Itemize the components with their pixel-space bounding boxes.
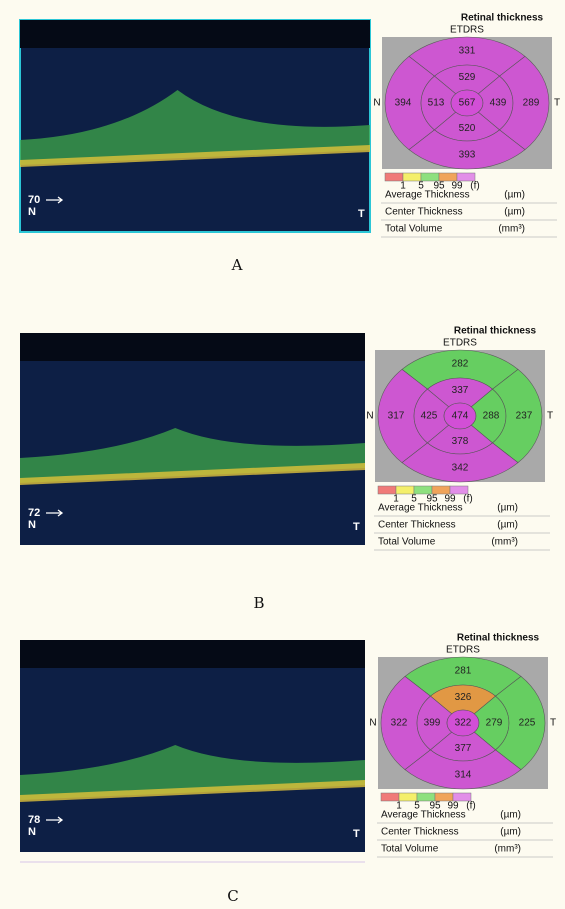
sector-thickness: 439 [490,98,507,109]
oct-top-band [20,333,365,361]
oct-frame-number: 72 [28,507,40,519]
oct-temporal-label: T [353,828,360,840]
metric-unit: (mm³) [498,224,525,235]
map-title: Retinal thickness [454,326,537,337]
oct-temporal-label: T [358,208,365,220]
sector-thickness: 377 [455,743,472,754]
metric-unit: (mm³) [494,844,521,855]
metric-label: Total Volume [378,537,436,548]
oct-nasal-label: N [28,826,36,838]
sector-thickness: 529 [459,72,476,83]
oct-scan [20,640,365,852]
oct-top-band [20,640,365,668]
oct-temporal-label: T [353,521,360,533]
sector-thickness: 474 [452,411,469,422]
map-nasal-label: N [366,411,373,422]
map-grid-name: ETDRS [450,25,484,36]
map-nasal-label: N [369,718,376,729]
sector-thickness: 322 [455,718,472,729]
map-grid-name: ETDRS [443,338,477,349]
oct-frame-number: 78 [28,814,40,826]
metric-label: Total Volume [385,224,443,235]
sector-thickness: 331 [459,46,476,57]
sector-thickness: 378 [452,436,469,447]
oct-frame-number: 70 [28,194,40,206]
sector-thickness: 425 [421,411,438,422]
metric-unit: (µm) [497,503,518,514]
metric-label: Average Thickness [378,503,463,514]
sector-thickness: 394 [395,98,412,109]
sector-thickness: 281 [455,666,472,677]
sector-thickness: 326 [455,692,472,703]
map-nasal-label: N [373,98,380,109]
sector-thickness: 342 [452,463,469,474]
map-grid-name: ETDRS [446,645,480,656]
sector-thickness: 225 [519,718,536,729]
panel-caption: B [253,594,264,612]
metric-label: Center Thickness [385,207,463,218]
metric-label: Average Thickness [385,190,470,201]
map-temporal-label: T [550,718,556,729]
oct-nasal-label: N [28,206,36,218]
sector-thickness: 237 [516,411,533,422]
legend-tick: (f) [463,494,472,505]
metric-label: Center Thickness [381,827,459,838]
map-temporal-label: T [554,98,560,109]
metric-label: Total Volume [381,844,439,855]
sector-thickness: 337 [452,385,469,396]
metric-unit: (mm³) [491,537,518,548]
metric-unit: (µm) [497,520,518,531]
panel-caption: C [227,887,238,905]
oct-top-band [20,20,370,48]
panel-caption: A [231,256,243,274]
legend-tick: (f) [470,181,479,192]
metric-unit: (µm) [500,827,521,838]
map-temporal-label: T [547,411,553,422]
map-title: Retinal thickness [457,633,540,644]
sector-thickness: 314 [455,770,472,781]
sector-thickness: 322 [391,718,408,729]
metric-label: Average Thickness [381,810,466,821]
metric-unit: (µm) [504,190,525,201]
sector-thickness: 289 [523,98,540,109]
figure: 70NTRetinal thicknessETDRS33152939451356… [0,0,565,909]
sector-thickness: 513 [428,98,445,109]
metric-unit: (µm) [500,810,521,821]
sector-thickness: 520 [459,123,476,134]
oct-nasal-label: N [28,519,36,531]
map-title: Retinal thickness [461,13,544,24]
sector-thickness: 282 [452,359,469,370]
metric-label: Center Thickness [378,520,456,531]
sector-thickness: 399 [424,718,441,729]
sector-thickness: 567 [459,98,476,109]
metric-unit: (µm) [504,207,525,218]
sector-thickness: 279 [486,718,503,729]
sector-thickness: 393 [459,150,476,161]
sector-thickness: 317 [388,411,405,422]
legend-tick: (f) [466,801,475,812]
sector-thickness: 288 [483,411,500,422]
